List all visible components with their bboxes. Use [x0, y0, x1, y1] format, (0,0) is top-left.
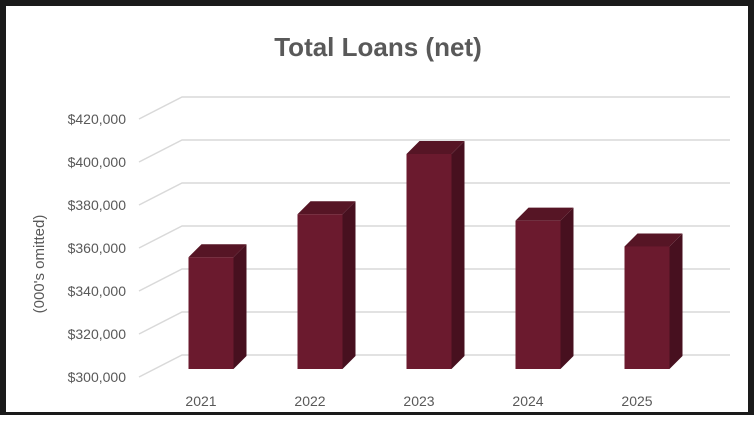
- bar-top: [297, 201, 356, 215]
- x-tick-label: 2022: [294, 393, 325, 409]
- bar-top: [406, 141, 465, 154]
- bar-2023: [406, 141, 465, 369]
- y-tick-label: $420,000: [68, 111, 127, 127]
- bar-side: [669, 233, 683, 369]
- bar-2024: [515, 207, 574, 369]
- bar-2025: [624, 233, 683, 369]
- bar-2021: [188, 244, 247, 369]
- y-axis-ticks: $300,000 $320,000 $340,000 $360,000 $380,000…: [68, 111, 127, 385]
- gridline: [138, 96, 730, 120]
- bar-side: [233, 244, 247, 369]
- bar-front: [406, 154, 452, 369]
- y-tick-label: $380,000: [68, 197, 127, 213]
- y-tick-label: $300,000: [68, 369, 127, 385]
- gridlines: [138, 96, 730, 378]
- bar-side: [342, 201, 356, 369]
- chart-canvas: Total Loans (net) (000's omitted) $300,0…: [31, 32, 730, 409]
- bar-2022: [297, 201, 356, 369]
- y-tick-label: $320,000: [68, 326, 127, 342]
- bar-front: [297, 214, 343, 369]
- x-tick-label: 2024: [512, 393, 543, 409]
- gridline: [138, 182, 730, 206]
- bar-side: [451, 141, 465, 369]
- bar-top: [188, 244, 247, 258]
- bar-side: [560, 207, 574, 369]
- x-tick-label: 2021: [185, 393, 216, 409]
- bar-front: [624, 246, 670, 369]
- y-tick-label: $400,000: [68, 154, 127, 170]
- bars: [188, 141, 683, 369]
- x-tick-label: 2023: [403, 393, 434, 409]
- y-tick-label: $360,000: [68, 240, 127, 256]
- gridline: [138, 139, 730, 163]
- bar-front: [515, 220, 561, 369]
- bar-top: [515, 207, 574, 221]
- bar-front: [188, 257, 234, 369]
- x-axis-ticks: 2021 2022 2023 2024 2025: [185, 393, 652, 409]
- y-axis-label: (000's omitted): [31, 215, 48, 314]
- bar-top: [624, 233, 683, 247]
- chart-title: Total Loans (net): [274, 32, 482, 62]
- x-tick-label: 2025: [621, 393, 652, 409]
- y-tick-label: $340,000: [68, 283, 127, 299]
